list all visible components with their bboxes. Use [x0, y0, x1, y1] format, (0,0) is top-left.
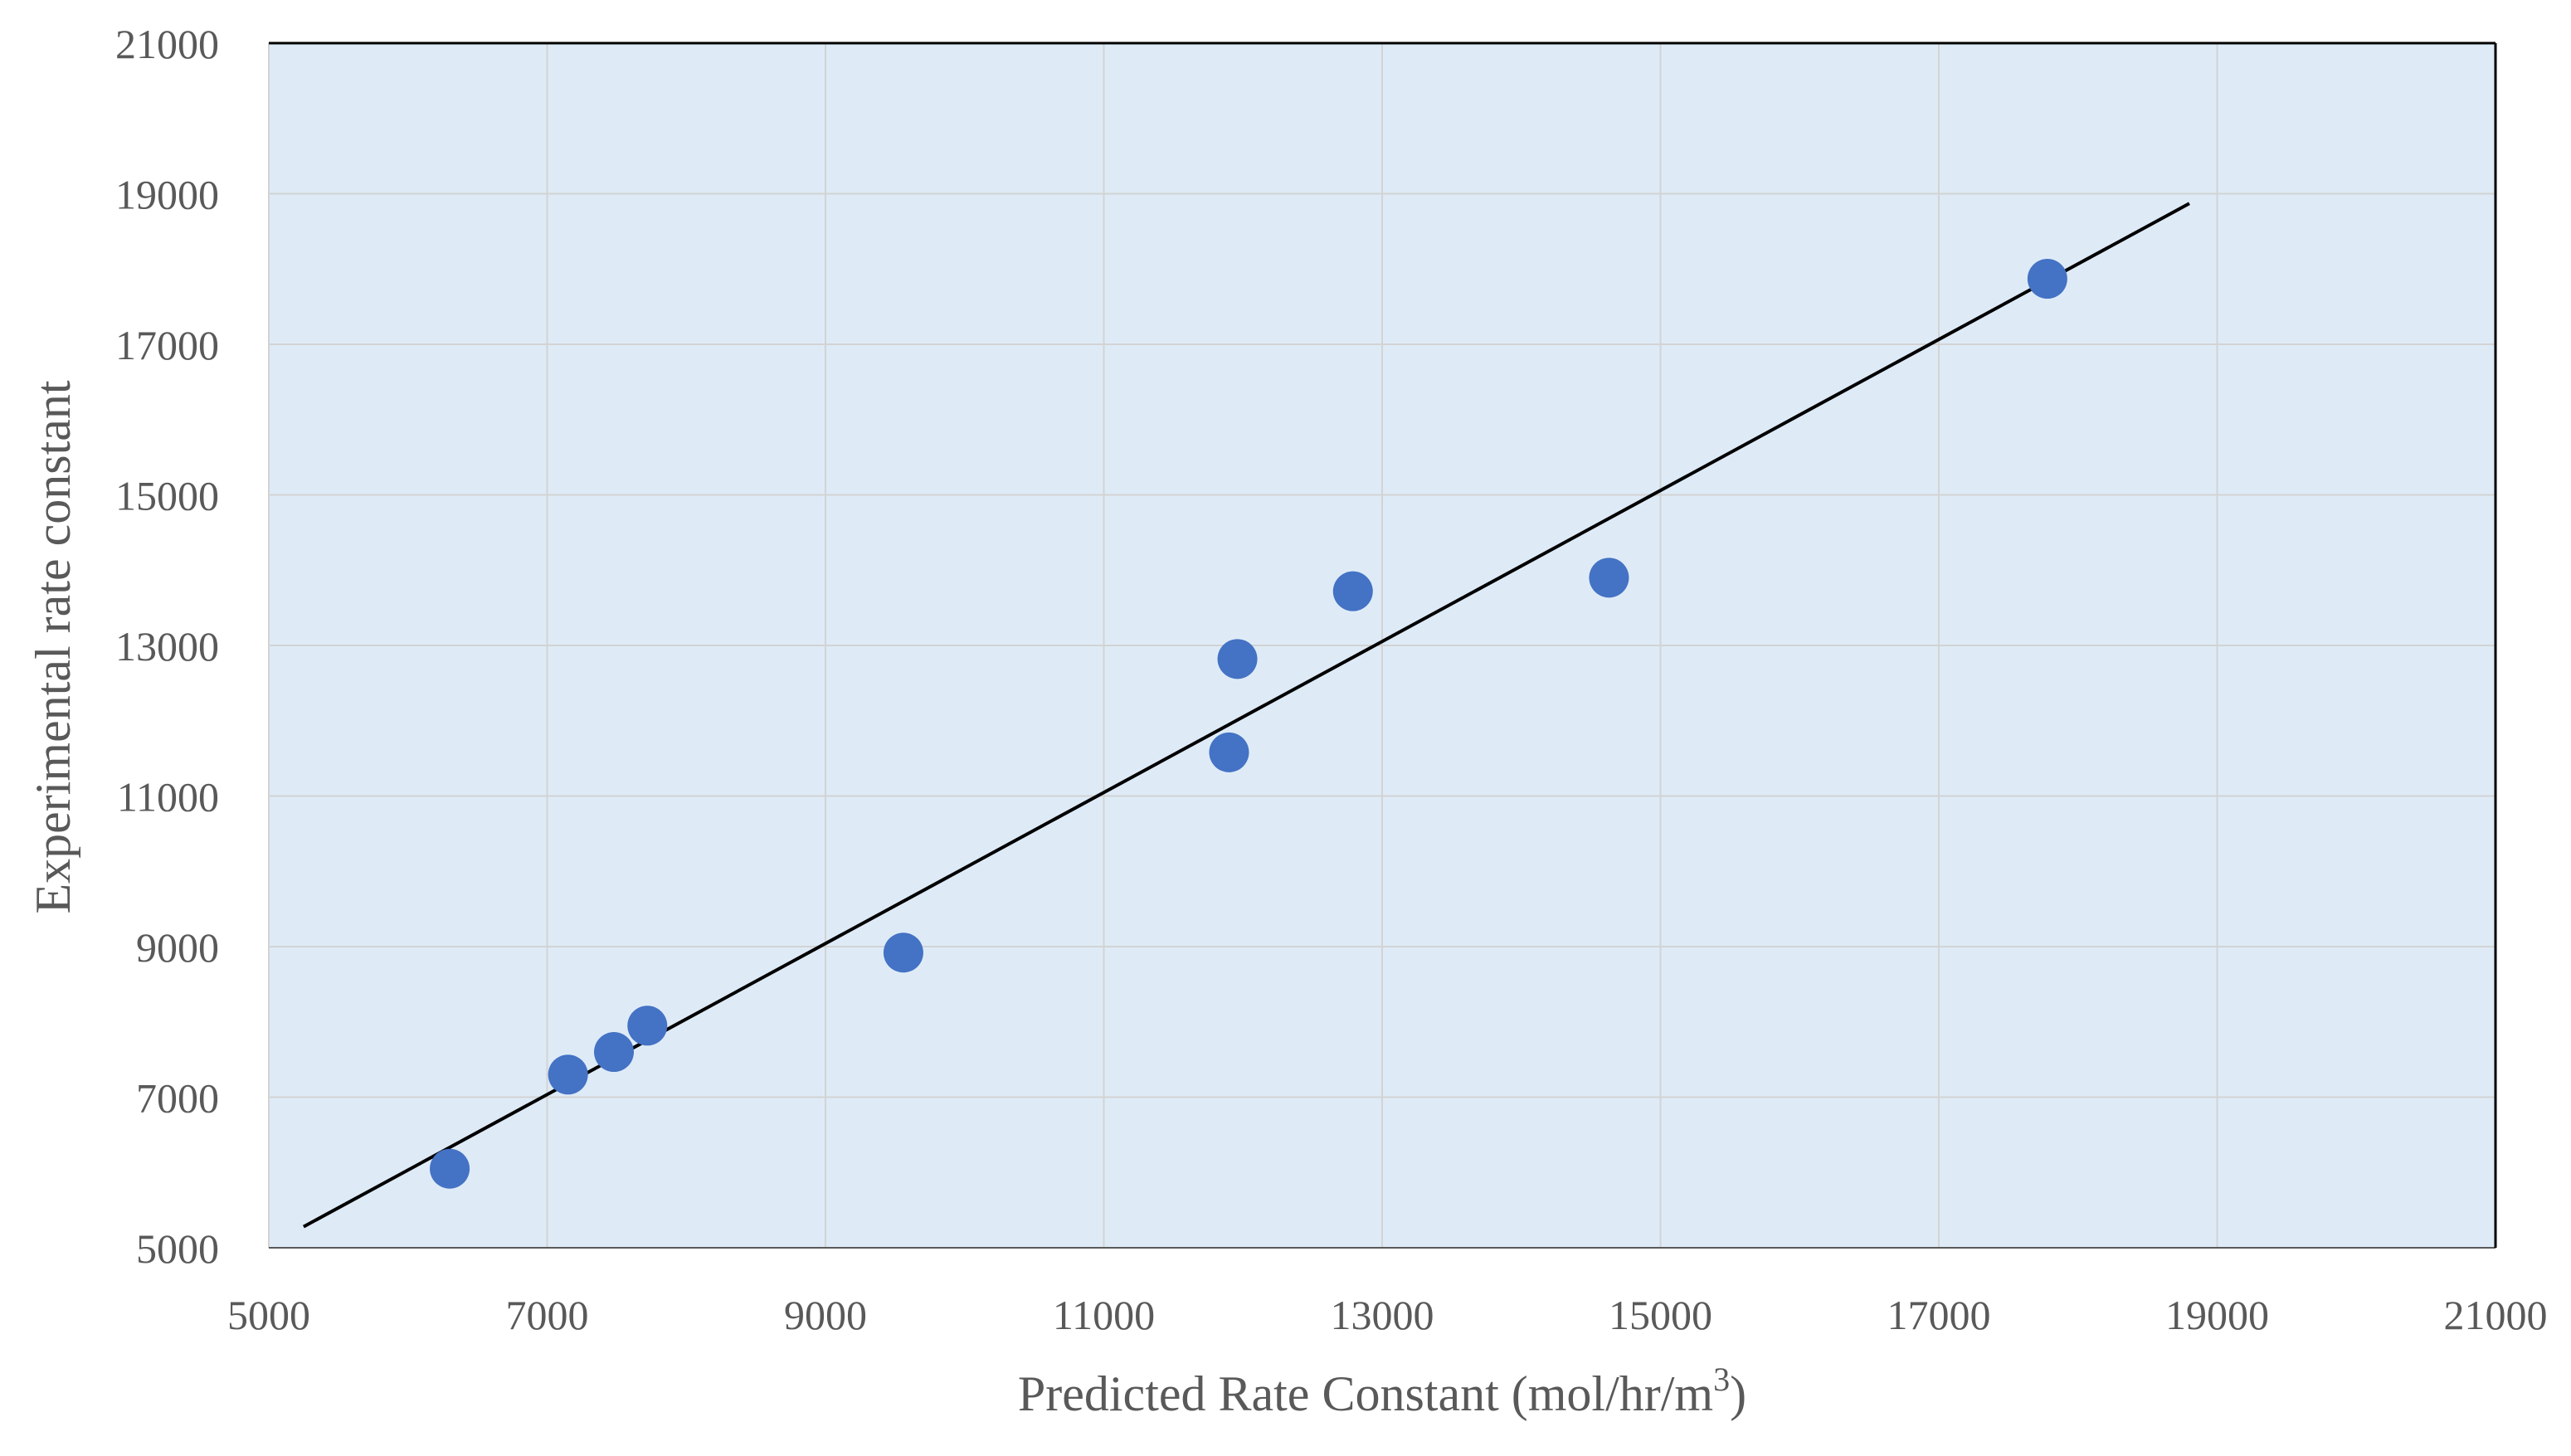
x-tick-labels: 5000 7000 9000 11000 13000 15000 17000 19000 210… [227, 1292, 2548, 1338]
y-tick-label: 5000 [136, 1225, 219, 1272]
y-tick-label: 15000 [115, 473, 219, 519]
y-tick-label: 13000 [115, 623, 219, 670]
y-tick-label: 9000 [136, 924, 219, 971]
y-tick-label: 17000 [115, 322, 219, 368]
x-axis-label-suffix: ) [1730, 1366, 1746, 1421]
x-tick-label: 21000 [2444, 1292, 2548, 1338]
x-tick-label: 19000 [2165, 1292, 2269, 1338]
x-axis-label: Predicted Rate Constant (mol/hr/m3) [1018, 1361, 1746, 1421]
y-tick-label: 19000 [115, 172, 219, 218]
y-tick-label: 11000 [117, 774, 219, 821]
y-tick-label: 21000 [115, 21, 219, 67]
data-point [1217, 639, 1258, 679]
data-point [430, 1148, 470, 1189]
x-tick-label: 11000 [1053, 1292, 1155, 1338]
data-point [1589, 558, 1629, 598]
data-point [2027, 259, 2067, 299]
x-tick-label: 7000 [506, 1292, 589, 1338]
x-axis-label-main: Predicted Rate Constant (mol/hr/m [1018, 1366, 1713, 1421]
data-point [1209, 732, 1249, 772]
data-point [594, 1032, 635, 1073]
y-tick-label: 7000 [136, 1075, 219, 1122]
data-points [430, 259, 2067, 1189]
x-tick-label: 17000 [1887, 1292, 1991, 1338]
x-tick-label: 15000 [1609, 1292, 1712, 1338]
y-axis-label: Experimental rate constant [26, 380, 80, 913]
data-point [548, 1054, 588, 1095]
x-tick-label: 5000 [227, 1292, 310, 1338]
data-point [883, 933, 923, 973]
x-axis-label-superscript: 3 [1713, 1361, 1730, 1398]
data-point [627, 1006, 668, 1046]
x-tick-label: 9000 [784, 1292, 867, 1338]
data-point [1332, 571, 1373, 611]
y-tick-labels: 5000 7000 9000 11000 13000 15000 17000 19000 210… [115, 21, 219, 1272]
x-tick-label: 13000 [1331, 1292, 1434, 1338]
